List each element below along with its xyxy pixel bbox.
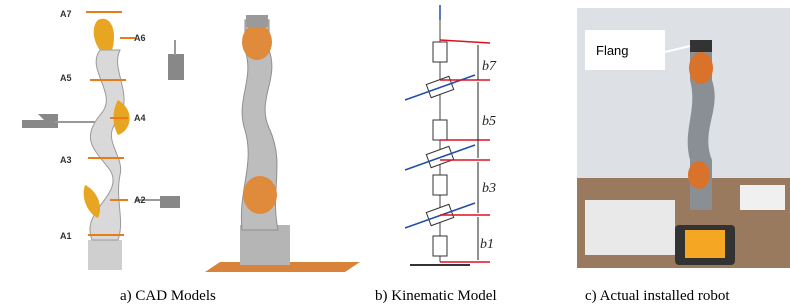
illustration-shape: [22, 114, 58, 128]
link-label: b3: [482, 181, 496, 196]
illustration-shape: [433, 236, 447, 256]
illustration-shape: [84, 185, 100, 218]
robot-photo: Flang: [577, 8, 790, 268]
link-label: b5: [482, 114, 496, 129]
illustration-shape: [690, 40, 712, 52]
illustration-shape: [242, 24, 272, 60]
illustration-shape: [160, 196, 180, 208]
illustration-shape: [246, 15, 268, 27]
caption: a) CAD Models: [120, 288, 216, 304]
illustration-shape: [685, 230, 725, 258]
caption: c) Actual installed robot: [585, 288, 730, 304]
illustration-shape: [433, 120, 447, 140]
kinematic-diagram: b7 b5 b3 b1: [405, 5, 497, 265]
illustration-shape: [243, 176, 277, 214]
illustration-shape: [240, 225, 290, 265]
joint-label: A1: [60, 231, 72, 241]
cad-robot-right: [205, 15, 360, 272]
joint-label: A7: [60, 9, 72, 19]
illustration-shape: [740, 185, 785, 210]
illustration-shape: [688, 161, 710, 189]
illustration-shape: [88, 240, 122, 270]
illustration-shape: [433, 42, 447, 62]
joint-label: A4: [134, 113, 146, 123]
photo-label: Flang: [596, 43, 629, 58]
cad-robot-left: [22, 12, 184, 270]
link-label: b7: [482, 59, 497, 74]
joint-label: A2: [134, 195, 146, 205]
caption: b) Kinematic Model: [375, 288, 497, 304]
joint-label: A3: [60, 155, 72, 165]
illustration-shape: [585, 200, 675, 255]
joint-label: A6: [134, 33, 146, 43]
page: A7 A6 A5 A4 A3 A2 A1 a) CAD Models b7 b5…: [0, 0, 790, 307]
joint-label: A5: [60, 73, 72, 83]
figure: A7 A6 A5 A4 A3 A2 A1 a) CAD Models b7 b5…: [0, 0, 790, 307]
link-label: b1: [480, 237, 494, 252]
illustration-shape: [433, 175, 447, 195]
illustration-shape: [94, 19, 114, 50]
illustration-shape: [689, 52, 713, 84]
illustration-shape: [168, 54, 184, 80]
